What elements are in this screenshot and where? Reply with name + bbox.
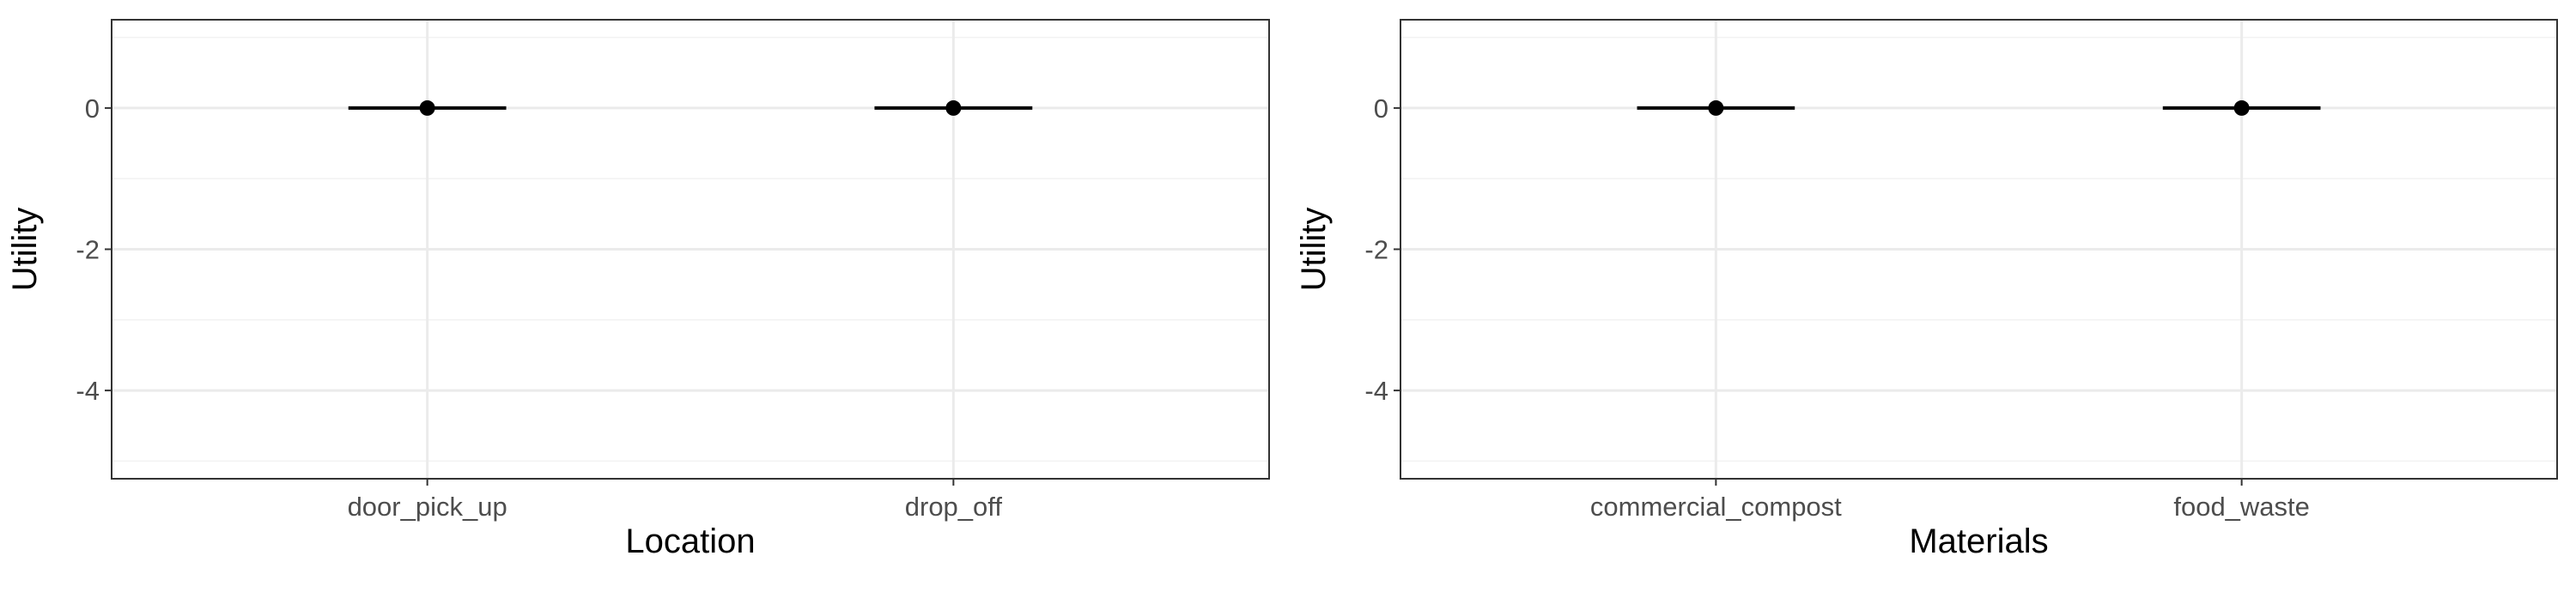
data-point xyxy=(945,100,962,116)
data-point xyxy=(2233,100,2250,116)
x-tick-label: food_waste xyxy=(2173,492,2310,522)
panel-border xyxy=(1400,19,2558,480)
x-tick-label: commercial_compost xyxy=(1590,492,1842,522)
y-tick-label: -4 xyxy=(1364,376,1388,406)
y-axis-title: Utility xyxy=(1295,208,1333,292)
x-tick-label: drop_off xyxy=(905,492,1003,522)
y-tick-label: -4 xyxy=(76,376,100,406)
panel-border xyxy=(111,19,1270,480)
x-tick-label: door_pick_up xyxy=(348,492,507,522)
y-tick-label: -2 xyxy=(1364,235,1388,265)
y-axis-title: Utility xyxy=(6,208,44,292)
y-tick-label: 0 xyxy=(1374,94,1388,124)
data-point xyxy=(1708,100,1724,116)
y-tick-label: 0 xyxy=(85,94,100,124)
x-axis-title: Location xyxy=(625,523,755,560)
x-axis-title: Materials xyxy=(1909,523,2048,560)
materials-utility-panel: 0 -2 -4 commercial_compost food_waste Materia… xyxy=(1295,19,2558,560)
location-utility-panel: 0 -2 -4 door_pick_up drop_off Location Utility xyxy=(6,19,1270,560)
y-tick-label: -2 xyxy=(76,235,100,265)
data-point xyxy=(419,100,435,116)
